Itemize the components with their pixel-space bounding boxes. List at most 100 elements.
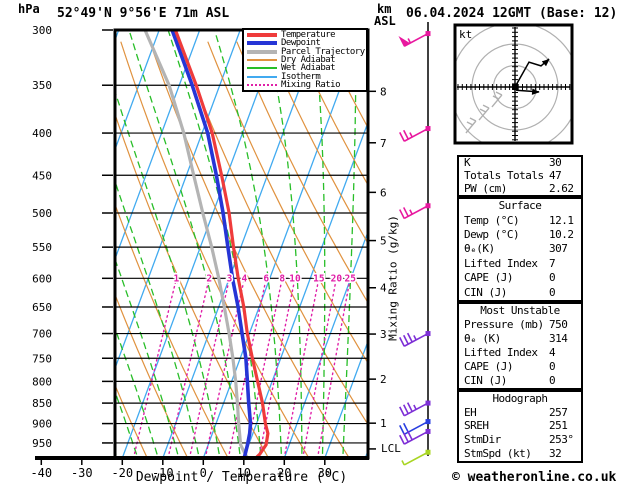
hodograph xyxy=(456,26,571,142)
hodograph-stats-panel: Hodograph EH 257 SREH 251 StmDir 253° StmSp… xyxy=(457,390,583,463)
most-unstable-panel-title: Most Unstable xyxy=(480,304,560,317)
svg-text:8: 8 xyxy=(380,85,387,98)
km-unit-label: km xyxy=(377,2,392,16)
svg-text:2: 2 xyxy=(380,373,387,386)
svg-text:-10: -10 xyxy=(152,466,174,480)
temp-axis-title: Dewpoint / Temperature (°C) xyxy=(135,470,348,485)
svg-text:-20: -20 xyxy=(111,466,133,480)
index-row-pw: PW (cm) 2.62 xyxy=(464,181,574,195)
wind-barb xyxy=(401,449,431,466)
svg-text:600: 600 xyxy=(32,272,52,285)
hodograph-panel-title: Hodograph xyxy=(492,391,548,405)
dry-adiabats xyxy=(115,41,368,458)
surface-panel: Surface Temp (°C) 12.1 Dewp (°C) 10.2 θₑ(K… xyxy=(457,197,583,302)
parcel-line-swatch xyxy=(247,49,277,54)
pressure-unit-label: hPa xyxy=(18,2,40,16)
temp-tick-labels: -40 -30 -20 -10 0 10 20 30 xyxy=(30,460,332,480)
svg-text:800: 800 xyxy=(32,375,52,388)
legend-item-dry-adiabat: Dry Adiabat xyxy=(247,55,366,64)
wind-barb xyxy=(399,126,431,142)
svg-text:550: 550 xyxy=(32,241,52,254)
svg-text:10: 10 xyxy=(237,466,251,480)
pressure-tick-labels: 300 350 400 450 500 550 600 650 700 750 800 850 900 9… xyxy=(32,24,113,450)
svg-text:8: 8 xyxy=(279,273,285,284)
temperature-curve xyxy=(173,30,270,458)
svg-text:-30: -30 xyxy=(71,466,93,480)
wind-barb xyxy=(398,31,431,47)
svg-text:25: 25 xyxy=(345,273,357,284)
svg-text:15: 15 xyxy=(313,273,325,284)
mixing-ratio-axis-title: Mixing Ratio (g/kg) xyxy=(386,215,400,341)
temp-axis-bar xyxy=(35,456,369,460)
svg-text:4: 4 xyxy=(380,282,387,295)
plot-area xyxy=(115,30,368,458)
svg-text:20: 20 xyxy=(331,273,343,284)
svg-text:1: 1 xyxy=(380,417,387,430)
svg-text:30: 30 xyxy=(318,466,332,480)
svg-text:450: 450 xyxy=(32,169,52,182)
svg-text:2: 2 xyxy=(206,273,212,284)
sr-wind-barb xyxy=(465,117,477,134)
wind-barb xyxy=(399,400,431,417)
wind-barb xyxy=(399,428,431,445)
lcl-label: LCL xyxy=(381,442,401,455)
wind-barb xyxy=(399,331,431,347)
legend-item-temperature: Temperature xyxy=(247,31,366,40)
svg-text:1: 1 xyxy=(174,273,180,284)
mixing-ratio-line-swatch xyxy=(247,83,277,86)
isotherms xyxy=(115,30,368,458)
svg-text:0: 0 xyxy=(200,466,207,480)
dewpoint-curve xyxy=(170,30,253,458)
isotherm-line-swatch xyxy=(247,75,277,78)
mixing-ratio-labels: 1 2 3 4 6 8 10 15 20 25 xyxy=(172,272,358,286)
svg-text:20: 20 xyxy=(277,466,291,480)
legend-item-mixing-ratio: Mixing Ratio xyxy=(247,80,366,89)
svg-text:5: 5 xyxy=(380,235,387,248)
datetime-title: 06.04.2024 12GMT (Base: 12) xyxy=(406,6,618,21)
svg-text:500: 500 xyxy=(32,207,52,220)
copyright: © weatheronline.co.uk xyxy=(452,470,617,485)
svg-text:650: 650 xyxy=(32,301,52,314)
svg-text:950: 950 xyxy=(32,437,52,450)
sr-wind-barb xyxy=(478,104,490,121)
wind-barb xyxy=(399,203,431,220)
index-row-k: K 30 xyxy=(464,156,562,170)
hodograph-origin-dot xyxy=(512,84,518,90)
hodograph-unit-label: kt xyxy=(459,28,473,41)
legend-box: Temperature Dewpoint Parcel Trajectory D… xyxy=(242,28,368,92)
hodograph-border xyxy=(453,23,574,145)
hodograph-trace-upper-arrowhead xyxy=(541,58,550,67)
temperature-line-swatch xyxy=(247,33,277,38)
svg-text:900: 900 xyxy=(32,418,52,431)
legend-item-isotherm: Isotherm xyxy=(247,72,366,81)
hodograph-trace-lower-arrowhead xyxy=(531,88,540,95)
wet-adiabat-line-swatch xyxy=(247,67,277,70)
svg-text:850: 850 xyxy=(32,397,52,410)
svg-text:-40: -40 xyxy=(30,466,52,480)
sr-wind-barb xyxy=(491,91,503,108)
dry-adiabat-line-swatch xyxy=(247,58,277,61)
asl-unit-label: ASL xyxy=(374,14,396,28)
surface-panel-title: Surface xyxy=(498,199,542,213)
dewpoint-line-swatch xyxy=(247,41,277,46)
svg-text:300: 300 xyxy=(32,24,52,37)
svg-text:6: 6 xyxy=(380,186,387,199)
indices-panel: K 30 Totals Totals 47 PW (cm) 2.62 xyxy=(457,155,583,197)
index-row-totals: Totals Totals 47 xyxy=(464,168,562,182)
station-title: 52°49'N 9°56'E 71m ASL xyxy=(57,6,230,21)
svg-text:10: 10 xyxy=(289,273,301,284)
legend-item-wet-adiabat: Wet Adiabat xyxy=(247,64,366,73)
svg-text:350: 350 xyxy=(32,79,52,92)
legend-item-dewpoint: Dewpoint xyxy=(247,39,366,48)
most-unstable-panel: Most Unstable Pressure (mb) 750 θₑ (K) 314… xyxy=(457,302,583,390)
km-asl-ticks: 8 7 6 5 4 3 2 1 xyxy=(368,85,387,450)
svg-text:750: 750 xyxy=(32,352,52,365)
parcel-trajectory-curve xyxy=(143,30,250,458)
wind-barb-column xyxy=(398,22,431,466)
svg-text:3: 3 xyxy=(380,328,387,341)
svg-text:4: 4 xyxy=(242,273,248,284)
legend-item-parcel: Parcel Trajectory xyxy=(247,47,366,56)
svg-text:700: 700 xyxy=(32,328,52,341)
